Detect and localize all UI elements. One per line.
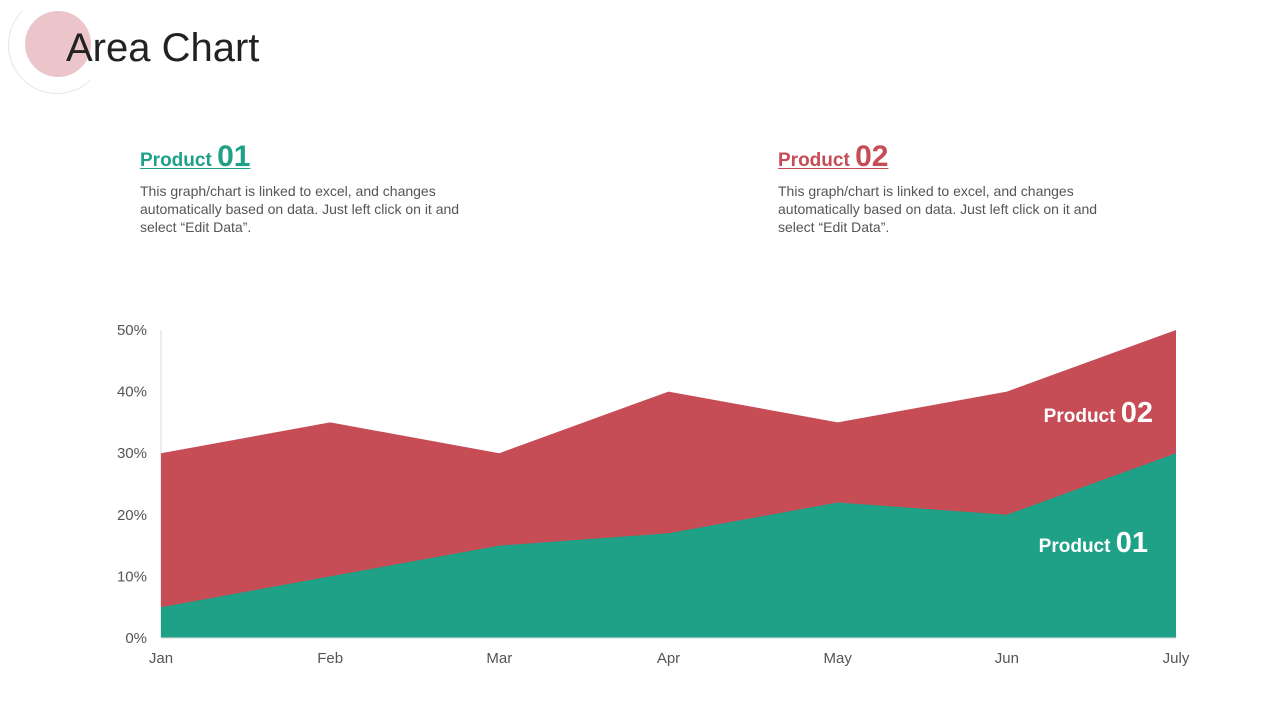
product-01-info: Product 01 This graph/chart is linked to… bbox=[140, 140, 485, 236]
product-01-heading: Product 01 bbox=[140, 140, 485, 174]
product-02-info: Product 02 This graph/chart is linked to… bbox=[778, 140, 1123, 236]
area-series-product-01 bbox=[161, 453, 1176, 638]
y-tick-label: 10% bbox=[117, 568, 147, 585]
product-01-description: This graph/chart is linked to excel, and… bbox=[140, 183, 460, 235]
x-tick-label: Mar bbox=[486, 650, 512, 667]
product-01-heading-number: 01 bbox=[217, 140, 251, 173]
x-tick-label: Apr bbox=[657, 650, 680, 667]
product-02-heading: Product 02 bbox=[778, 140, 1123, 174]
series-label-product-01: Product 01 bbox=[1039, 527, 1148, 559]
y-tick-label: 20% bbox=[117, 507, 147, 524]
page-title: Area Chart bbox=[66, 26, 260, 70]
product-01-heading-label: Product bbox=[140, 150, 212, 171]
y-tick-label: 40% bbox=[117, 384, 147, 401]
x-tick-label: Jan bbox=[149, 650, 173, 667]
product-02-heading-number: 02 bbox=[855, 140, 889, 173]
decorative-circle bbox=[25, 11, 91, 77]
x-tick-label: May bbox=[823, 650, 852, 667]
decorative-ring bbox=[8, 0, 106, 94]
x-tick-label: Feb bbox=[317, 650, 343, 667]
x-tick-label: Jun bbox=[995, 650, 1019, 667]
y-tick-label: 50% bbox=[117, 322, 147, 339]
y-tick-label: 30% bbox=[117, 445, 147, 462]
x-tick-label: July bbox=[1163, 650, 1190, 667]
product-02-description: This graph/chart is linked to excel, and… bbox=[778, 183, 1098, 235]
product-02-heading-label: Product bbox=[778, 150, 850, 171]
y-tick-label: 0% bbox=[125, 630, 147, 647]
series-label-product-02: Product 02 bbox=[1044, 397, 1153, 429]
